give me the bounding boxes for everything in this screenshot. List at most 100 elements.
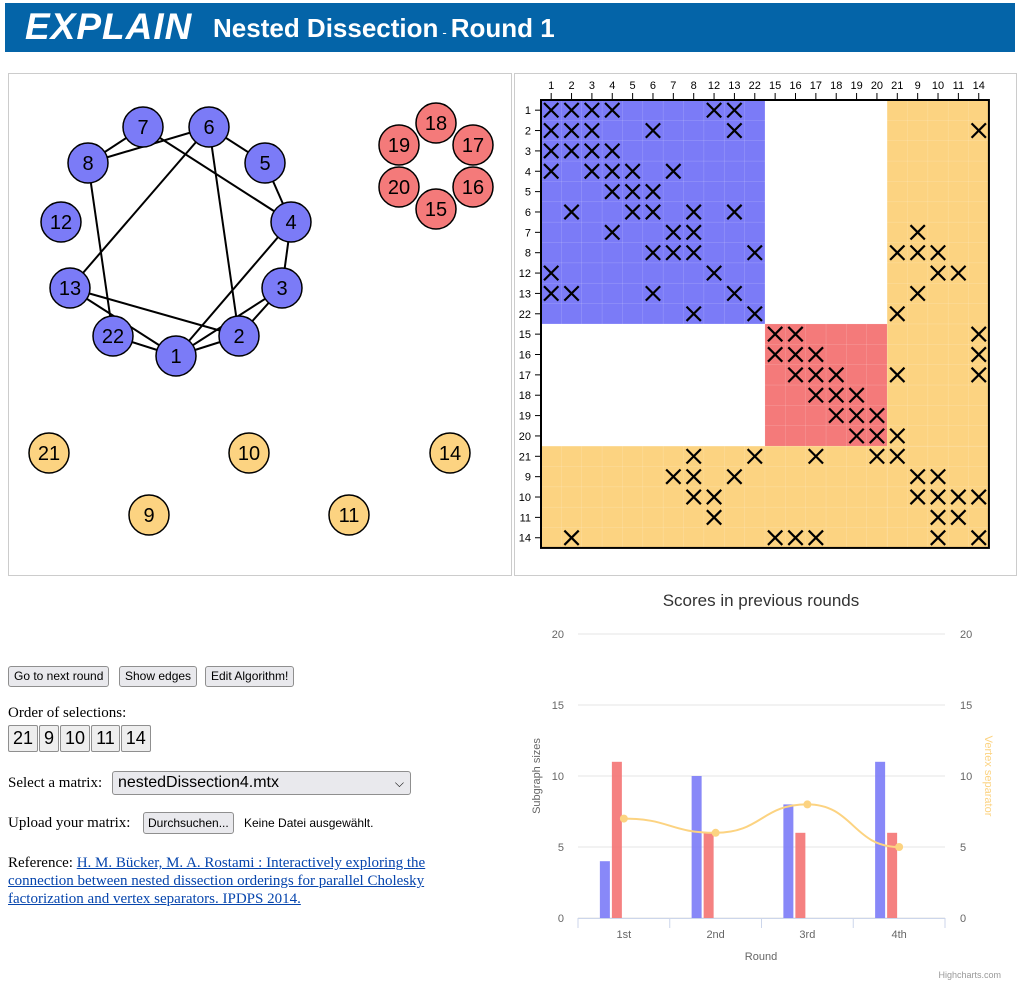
node-circle[interactable] [452,166,494,208]
no-file-text: Keine Datei ausgewählt. [244,816,374,830]
node-circle[interactable] [452,124,494,166]
col-label: 11 [953,80,964,92]
col-label: 17 [810,80,822,92]
edit-algorithm-button[interactable]: Edit Algorithm! [205,666,295,687]
bar-mark [599,861,610,918]
graph-node[interactable]: 9 [128,494,170,536]
nonzero-mark [970,366,987,383]
graph-node[interactable]: 15 [415,188,457,230]
browse-button[interactable]: Durchsuchen... [143,812,234,834]
nonzero-mark [665,163,682,180]
nonzero-mark [767,346,784,363]
graph-node[interactable]: 12 [40,201,82,243]
nonzero-mark [685,204,702,220]
node-circle[interactable] [378,166,420,208]
nonzero-mark [563,529,580,546]
nonzero-mark [604,183,621,200]
nonzero-mark [950,509,967,526]
graph-node[interactable]: 1 [155,335,197,377]
node-circle[interactable] [122,106,164,148]
node-circle[interactable] [415,188,457,230]
node-circle[interactable] [228,432,270,474]
nonzero-mark [624,204,641,220]
nonzero-mark [767,326,784,343]
node-label: 17 [462,135,484,157]
nonzero-mark [930,509,946,526]
node-circle[interactable] [40,201,82,243]
node-label: 22 [102,326,124,348]
node-circle[interactable] [218,315,260,357]
graph-node[interactable]: 3 [261,267,303,309]
nonzero-mark [787,366,804,383]
graph-node[interactable]: 16 [452,166,494,208]
row-label: 13 [519,288,531,300]
graph-node[interactable]: 10 [228,432,270,474]
spline-line [623,803,900,848]
show-edges-button[interactable]: Show edges [119,666,198,687]
graph-node[interactable]: 7 [122,106,164,148]
col-label: 22 [749,80,761,92]
nonzero-mark [868,427,885,444]
nonzero-mark [665,468,682,485]
node-circle[interactable] [244,142,286,184]
graph-node[interactable]: 18 [415,102,457,144]
scores-chart: Scores in previous rounds 0 0 5 5 10 10 15 15 20 2… [531,591,1001,980]
node-circle[interactable] [49,267,91,309]
y-tick-label: 0 [558,913,564,925]
graph-node[interactable]: 22 [92,315,134,357]
node-circle[interactable] [270,201,312,243]
graph-node[interactable]: 17 [452,124,494,166]
node-circle[interactable] [155,335,197,377]
nonzero-mark [583,122,600,139]
order-item: 11 [91,725,120,752]
matrix-select[interactable]: nestedDissection4.mtx ⌵ [112,771,411,795]
nonzero-mark [889,448,906,465]
nonzero-mark [909,489,926,505]
row-label: 21 [519,451,531,463]
next-round-button[interactable]: Go to next round [8,666,110,687]
graph-node[interactable]: 20 [378,166,420,208]
graph-node[interactable]: 14 [429,432,471,474]
y2-tick-label: 15 [960,700,972,712]
col-label: 9 [915,80,921,92]
graph-edge [69,126,210,289]
col-label: 14 [973,80,985,92]
graph-node[interactable]: 4 [270,201,312,243]
graph-node[interactable]: 13 [49,267,91,309]
row-label: 3 [525,146,531,158]
graph-node[interactable]: 2 [218,315,260,357]
row-label: 7 [525,227,531,239]
nonzero-mark [746,244,763,261]
col-label: 19 [850,80,862,92]
nonzero-mark [645,122,661,139]
node-circle[interactable] [67,142,109,184]
node-circle[interactable] [92,315,134,357]
graph-node[interactable]: 21 [28,432,70,474]
graph-node[interactable]: 11 [328,494,370,536]
chart-credits[interactable]: Highcharts.com [938,970,1001,980]
node-circle[interactable] [128,494,170,536]
node-circle[interactable] [328,494,370,536]
nonzero-mark [543,122,560,139]
graph-node[interactable]: 5 [244,142,286,184]
col-label: 15 [769,80,781,92]
row-label: 9 [525,472,531,484]
node-label: 21 [38,443,60,465]
node-circle[interactable] [378,124,420,166]
node-circle[interactable] [415,102,457,144]
node-circle[interactable] [28,432,70,474]
node-circle[interactable] [429,432,471,474]
graph-node[interactable]: 8 [67,142,109,184]
nonzero-mark [930,265,946,282]
reference-prefix: Reference: [8,855,73,871]
node-circle[interactable] [188,106,230,148]
page-title: Nested Dissection - Round 1 [213,13,555,44]
upload-label: Upload your matrix: [8,815,131,831]
graph-node[interactable]: 6 [188,106,230,148]
col-label: 20 [871,80,883,92]
col-label: 18 [830,80,842,92]
reference-link[interactable]: H. M. Bücker, M. A. Rostami : Interactiv… [8,855,426,907]
graph-node[interactable]: 19 [378,124,420,166]
node-circle[interactable] [261,267,303,309]
